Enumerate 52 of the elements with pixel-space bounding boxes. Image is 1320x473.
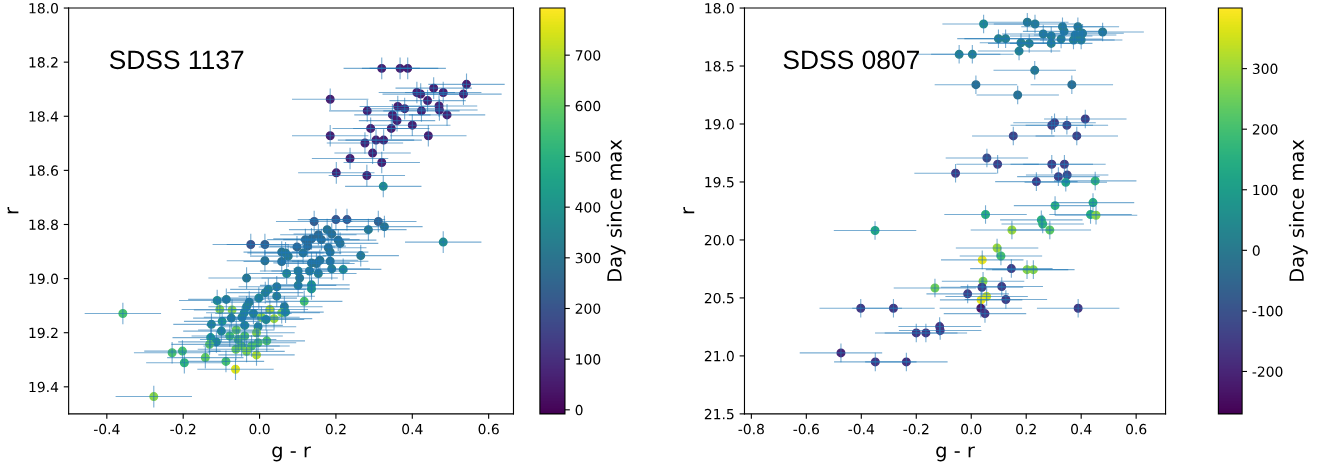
y-tick-label: 18.2	[29, 57, 58, 68]
color-bar-label: 200	[575, 303, 601, 314]
x-tick-label: 0.0	[961, 423, 982, 435]
color-bar-label: 700	[575, 50, 601, 61]
y-axis-title: r	[683, 206, 695, 214]
x-tick-label: 0.2	[1016, 423, 1036, 435]
x-tick-label: -0.6	[793, 423, 819, 435]
y-tick-label: 18.5	[705, 60, 734, 72]
color-bar-title: Day since max	[606, 139, 626, 281]
x-tick-label: 0.6	[478, 423, 499, 435]
color-bar-label: 100	[576, 354, 601, 365]
x-tick-label: 0.4	[402, 423, 423, 435]
x-tick-label: 0.6	[1126, 423, 1147, 435]
color-bar-label: 0	[575, 404, 583, 416]
y-tick-label: 20.0	[704, 234, 734, 246]
y-axis-title: r	[7, 206, 19, 214]
y-tick-label: 18.0	[29, 3, 58, 14]
color-bar-label: 300	[575, 252, 601, 264]
color-bar-label: -200	[1252, 366, 1283, 377]
color-bar-label: -100	[1252, 305, 1283, 317]
y-tick-label: 19.0	[705, 118, 734, 130]
y-tick-label: 18.6	[29, 165, 59, 176]
color-bar-title: Day since max	[1288, 139, 1308, 281]
y-tick-label: 21.0	[704, 350, 734, 362]
x-tick-label: 0.4	[1071, 423, 1092, 435]
x-tick-label: 0.0	[249, 423, 270, 435]
y-tick-label: 19.4	[29, 381, 59, 393]
x-tick-label: -0.4	[93, 423, 120, 435]
y-tick-label: 20.5	[704, 292, 734, 304]
color-bar-label: 0	[1252, 245, 1260, 256]
y-tick-label: 18.8	[29, 219, 58, 230]
x-tick-label: -0.8	[738, 423, 764, 435]
x-tick-label: -0.4	[848, 423, 875, 435]
y-tick-label: 19.5	[705, 176, 734, 188]
color-bar-label: 300	[1252, 63, 1278, 75]
y-tick-label: 19.0	[29, 273, 58, 285]
x-tick-label: -0.2	[170, 423, 196, 435]
annotation: SDSS 0807	[783, 50, 919, 70]
x-tick-label: -0.2	[903, 423, 929, 435]
y-tick-label: 18.4	[29, 111, 59, 122]
y-tick-label: 19.2	[29, 327, 58, 339]
x-axis-title: g - r	[272, 446, 311, 462]
y-tick-label: 21.5	[704, 408, 734, 420]
color-bar-label: 200	[1252, 124, 1278, 135]
color-bar-label: 400	[575, 202, 601, 213]
y-tick-label: 18.0	[705, 3, 734, 14]
x-tick-label: 0.2	[325, 423, 346, 435]
annotation: SDSS 1137	[109, 50, 244, 70]
x-axis-title: g - r	[936, 446, 975, 462]
color-bar-label: 600	[575, 100, 601, 112]
color-bar-label: 500	[575, 151, 601, 162]
color-bar-label: 100	[1253, 184, 1278, 196]
